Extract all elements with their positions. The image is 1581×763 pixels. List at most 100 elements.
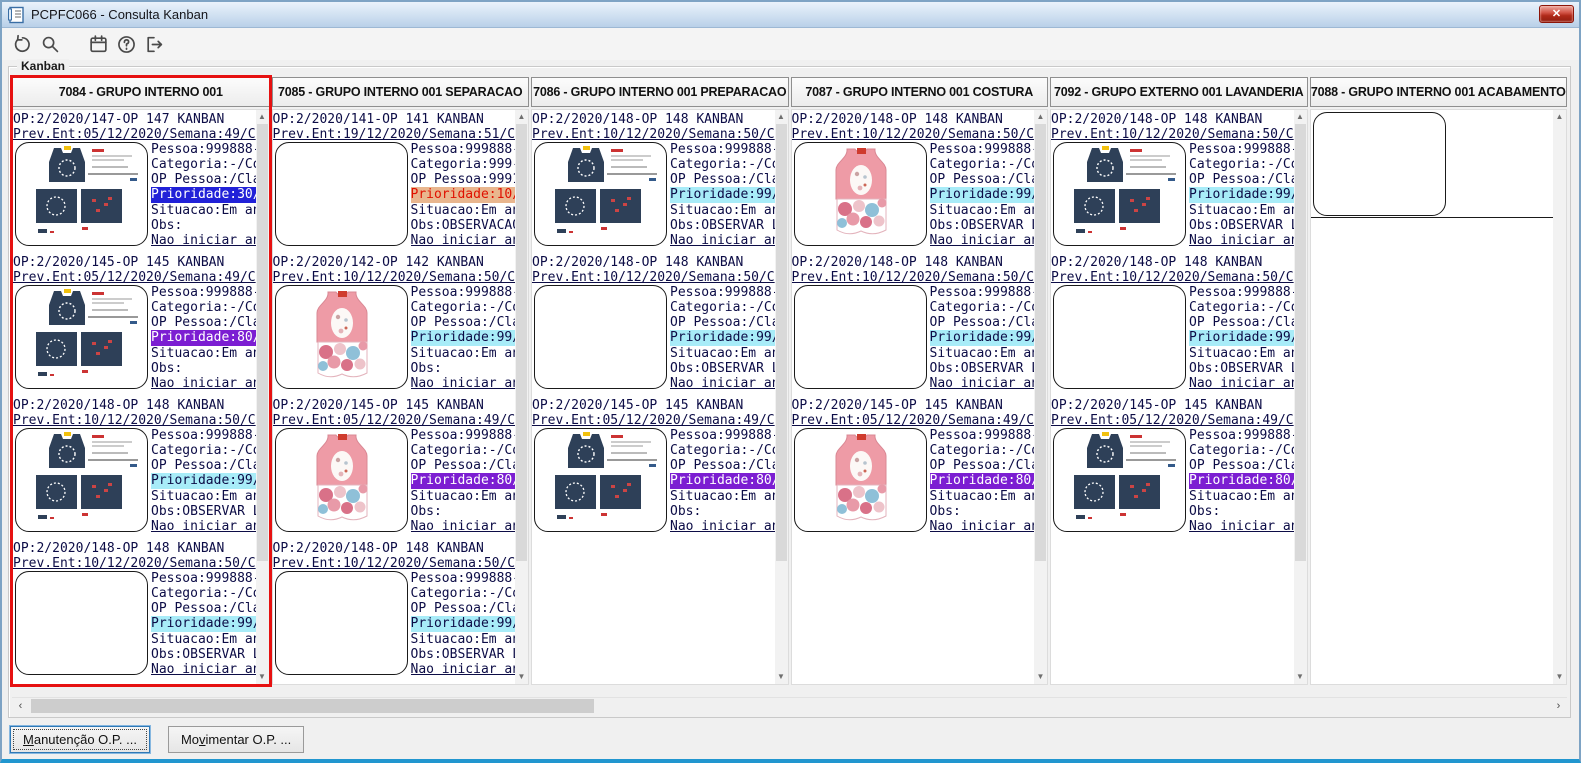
v-scroll-track[interactable] <box>515 124 528 670</box>
kanban-card[interactable]: OP:2/2020/148-OP 148 KANBAN Prev.Ent:10/1… <box>532 112 775 255</box>
card-link[interactable]: Nao iniciar an <box>670 518 775 534</box>
v-scroll-thumb[interactable] <box>1294 124 1306 561</box>
card-line-op-pessoa: OP Pessoa:/Cla <box>929 315 1035 331</box>
card-link[interactable]: Nao iniciar an <box>670 232 775 248</box>
scroll-down-icon[interactable]: ▼ <box>777 672 785 681</box>
move-op-button[interactable]: Mo v imentar O.P. ... <box>167 726 305 753</box>
priority-badge: Prioridade:99/ <box>151 616 256 632</box>
scroll-up-icon[interactable]: ▲ <box>1036 112 1045 121</box>
close-button[interactable]: ✕ <box>1539 5 1574 23</box>
card-link[interactable]: Nao iniciar an <box>410 518 516 534</box>
card-link[interactable]: Nao iniciar an <box>929 518 1035 534</box>
v-scroll-thumb[interactable] <box>256 124 268 561</box>
kanban-card[interactable]: OP:2/2020/145-OP 145 KANBAN Prev.Ent:05/1… <box>273 398 516 541</box>
calendar-button[interactable] <box>86 32 110 56</box>
v-scrollbar[interactable]: ▲ ▼ <box>774 110 788 684</box>
column-header-button-7092[interactable]: 7092 - GRUPO EXTERNO 001 LAVANDERIA <box>1050 77 1308 107</box>
h-scroll-thumb[interactable] <box>31 699 594 713</box>
card-op-line: OP:2/2020/148-OP 148 KANBAN <box>791 112 1003 127</box>
kanban-card[interactable]: OP:2/2020/148-OP 148 KANBAN Prev.Ent:10/1… <box>792 255 1035 398</box>
card-line-obs: Obs: <box>151 360 183 376</box>
card-line-situacao: Situacao:Em an <box>410 488 516 504</box>
v-scroll-track[interactable] <box>1553 124 1566 670</box>
scroll-down-icon[interactable]: ▼ <box>1555 672 1564 681</box>
v-scrollbar[interactable]: ▲ ▼ <box>255 110 269 684</box>
card-link[interactable]: Nao iniciar an <box>151 232 256 248</box>
scroll-down-icon[interactable]: ▼ <box>1296 672 1304 681</box>
priority-badge: Prioridade:80/ <box>1189 473 1294 489</box>
v-scrollbar[interactable]: ▲ ▼ <box>1034 110 1047 684</box>
card-link[interactable]: Nao iniciar an <box>1189 232 1294 248</box>
v-scroll-thumb[interactable] <box>516 124 527 561</box>
exit-button[interactable] <box>142 32 166 56</box>
kanban-card[interactable]: OP:2/2020/148-OP 148 KANBAN Prev.Ent:10/1… <box>273 541 516 684</box>
scroll-left-icon[interactable]: ‹ <box>18 700 23 712</box>
card-link[interactable]: Nao iniciar an <box>1189 518 1294 534</box>
refresh-button[interactable] <box>10 32 34 56</box>
kanban-card[interactable]: OP:2/2020/142-OP 142 KANBAN Prev.Ent:10/1… <box>273 255 516 398</box>
v-scrollbar[interactable]: ▲ ▼ <box>1293 110 1307 684</box>
column-header-button-7086[interactable]: 7086 - GRUPO INTERNO 001 PREPARACAO <box>531 77 789 107</box>
v-scroll-track[interactable] <box>775 124 788 670</box>
scroll-up-icon[interactable]: ▲ <box>1296 112 1304 121</box>
card-link[interactable]: Nao iniciar an <box>410 375 516 391</box>
card-link[interactable]: Nao iniciar an <box>410 232 516 248</box>
h-scroll-track[interactable] <box>29 698 1550 714</box>
card-prev-line: Prev.Ent:10/12/2020/Semana:50/C <box>13 556 256 572</box>
v-scroll-thumb[interactable] <box>775 124 787 561</box>
v-scroll-track[interactable] <box>1294 124 1307 670</box>
card-line-categoria: Categoria:999- <box>410 157 516 173</box>
kanban-card[interactable]: OP:2/2020/147-OP 147 KANBAN Prev.Ent:05/1… <box>13 112 256 255</box>
card-link[interactable]: Nao iniciar an <box>929 375 1035 391</box>
card-line-obs: Obs:OBSERVAR L <box>151 646 256 662</box>
scroll-up-icon[interactable]: ▲ <box>258 112 266 121</box>
column-header-button-7084[interactable]: 7084 - GRUPO INTERNO 001 <box>12 77 270 107</box>
column-header-button-7087[interactable]: 7087 - GRUPO INTERNO 001 COSTURA <box>790 77 1048 107</box>
card-link[interactable]: Nao iniciar an <box>670 375 775 391</box>
kanban-card[interactable]: OP:2/2020/141-OP 141 KANBAN Prev.Ent:19/1… <box>273 112 516 255</box>
card-line-categoria: Categoria:-/Co <box>410 586 516 602</box>
card-text-column: Pessoa:999888- Categoria:-/Co OP Pessoa:/C… <box>927 285 1035 391</box>
kanban-card[interactable]: OP:2/2020/145-OP 145 KANBAN Prev.Ent:05/1… <box>532 398 775 541</box>
kanban-card[interactable]: OP:2/2020/145-OP 145 KANBAN Prev.Ent:05/1… <box>13 255 256 398</box>
card-link[interactable]: Nao iniciar an <box>929 232 1035 248</box>
scroll-up-icon[interactable]: ▲ <box>517 112 526 121</box>
scroll-up-icon[interactable]: ▲ <box>1555 112 1564 121</box>
kanban-card[interactable]: OP:2/2020/148-OP 148 KANBAN Prev.Ent:10/1… <box>532 255 775 398</box>
column-cards: OP:2/2020/141-OP 141 KANBAN Prev.Ent:19/1… <box>273 110 516 684</box>
card-line-obs: Obs:OBSERVAR L <box>410 646 516 662</box>
kanban-card[interactable]: OP:2/2020/148-OP 148 KANBAN Prev.Ent:10/1… <box>1051 255 1294 398</box>
scroll-down-icon[interactable]: ▼ <box>1036 672 1045 681</box>
search-button[interactable] <box>38 32 62 56</box>
kanban-card[interactable] <box>1310 112 1553 255</box>
column-header-button-7088[interactable]: 7088 - GRUPO INTERNO 001 ACABAMENTO <box>1309 77 1567 107</box>
search-icon <box>42 36 58 52</box>
card-link[interactable]: Nao iniciar an <box>151 375 256 391</box>
v-scroll-thumb[interactable] <box>1035 124 1046 561</box>
card-link[interactable]: Nao iniciar an <box>1189 375 1294 391</box>
scroll-down-icon[interactable]: ▼ <box>258 672 266 681</box>
v-scrollbar[interactable]: ▲ ▼ <box>1553 110 1566 684</box>
scroll-right-icon[interactable]: › <box>1556 700 1561 712</box>
kanban-card[interactable]: OP:2/2020/148-OP 148 KANBAN Prev.Ent:10/1… <box>1051 112 1294 255</box>
h-scrollbar[interactable]: ‹ › <box>12 697 1567 714</box>
navy-garment-collage-image <box>36 289 138 377</box>
kanban-card[interactable]: OP:2/2020/145-OP 145 KANBAN Prev.Ent:05/1… <box>1051 398 1294 541</box>
card-link[interactable]: Nao iniciar an <box>151 661 256 677</box>
help-button[interactable] <box>114 32 138 56</box>
column-header-button-7085[interactable]: 7085 - GRUPO INTERNO 001 SEPARACAO <box>271 77 529 107</box>
kanban-card[interactable]: OP:2/2020/148-OP 148 KANBAN Prev.Ent:10/1… <box>791 112 1035 255</box>
card-link[interactable]: Nao iniciar an <box>410 661 516 677</box>
kanban-card[interactable]: OP:2/2020/145-OP 145 KANBAN Prev.Ent:05/1… <box>792 398 1035 541</box>
v-scroll-track[interactable] <box>256 124 269 670</box>
v-scroll-track[interactable] <box>1034 124 1047 670</box>
kanban-card[interactable]: OP:2/2020/148-OP 148 KANBAN Prev.Ent:10/1… <box>13 541 256 684</box>
v-scrollbar[interactable]: ▲ ▼ <box>515 110 528 684</box>
card-prev-line: Prev.Ent:10/12/2020/Semana:50/C <box>791 127 1035 143</box>
card-link[interactable]: Nao iniciar an <box>151 518 256 534</box>
scroll-up-icon[interactable]: ▲ <box>777 112 785 121</box>
card-op-line: OP:2/2020/145-OP 145 KANBAN <box>532 398 744 413</box>
kanban-card[interactable]: OP:2/2020/148-OP 148 KANBAN Prev.Ent:10/1… <box>13 398 256 541</box>
scroll-down-icon[interactable]: ▼ <box>517 672 526 681</box>
